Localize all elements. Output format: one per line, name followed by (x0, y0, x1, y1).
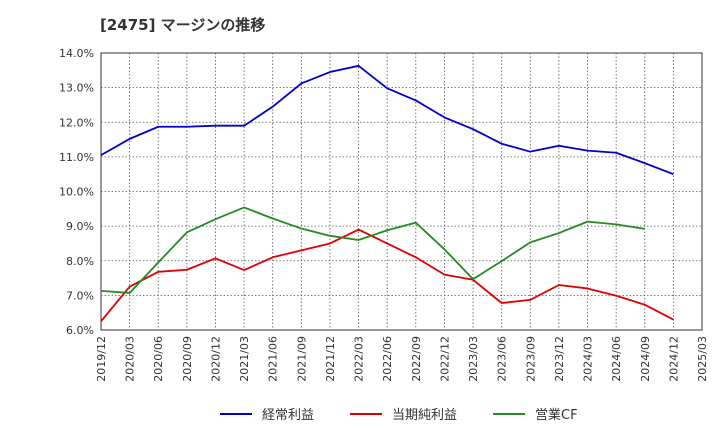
legend-label-3: 営業CF (535, 407, 578, 423)
y-tick-label: 14.0% (59, 47, 94, 60)
x-tick-label: 2021/09 (295, 336, 308, 382)
chart-title: [2475] マージンの推移 (100, 16, 266, 34)
x-tick-label: 2020/12 (209, 336, 222, 382)
legend-label-1: 経常利益 (262, 408, 314, 423)
y-tick-label: 9.0% (66, 220, 94, 233)
y-tick-label: 7.0% (66, 289, 94, 302)
y-tick-label: 12.0% (59, 116, 94, 129)
x-tick-label: 2020/06 (152, 336, 165, 382)
x-tick-label: 2023/09 (524, 336, 537, 382)
x-tick-label: 2025/03 (696, 336, 709, 382)
legend-label-2: 当期純利益 (392, 408, 457, 423)
x-tick-label: 2022/03 (353, 336, 366, 382)
x-tick-label: 2024/09 (639, 336, 652, 382)
y-tick-label: 13.0% (59, 82, 94, 95)
series-layer (100, 64, 674, 322)
axis-layer: 6.0% 7.0% 8.0% 9.0% 10.0% 11.0% 12.0% 13.0% 14.0… (59, 47, 709, 382)
x-tick-label: 2021/06 (267, 336, 280, 382)
x-tick-label: 2024/03 (582, 336, 595, 382)
x-tick-label: 2021/03 (238, 336, 251, 382)
y-tick-label: 11.0% (59, 151, 94, 164)
x-tick-label: 2020/03 (124, 336, 137, 382)
y-tick-label: 6.0% (66, 324, 94, 337)
x-tick-label: 2023/03 (467, 336, 480, 382)
x-tick-label: 2022/09 (410, 336, 423, 382)
x-tick-label: 2019/12 (95, 336, 108, 382)
x-tick-label: 2022/12 (438, 336, 451, 382)
x-tick-label: 2024/12 (667, 336, 680, 382)
y-tick-label: 8.0% (66, 255, 94, 268)
series-line-1 (100, 64, 674, 176)
series-line-2 (100, 228, 674, 322)
x-tick-label: 2020/09 (181, 336, 194, 382)
series-line-3 (100, 206, 645, 294)
x-tick-label: 2021/12 (324, 336, 337, 382)
legend: 経常利益 当期純利益 営業CF (220, 407, 578, 423)
y-tick-label: 10.0% (59, 186, 94, 199)
x-tick-label: 2023/12 (553, 336, 566, 382)
x-tick-label: 2024/06 (610, 336, 623, 382)
x-tick-label: 2022/06 (381, 336, 394, 382)
grid-layer (100, 52, 703, 331)
x-tick-label: 2023/06 (496, 336, 509, 382)
